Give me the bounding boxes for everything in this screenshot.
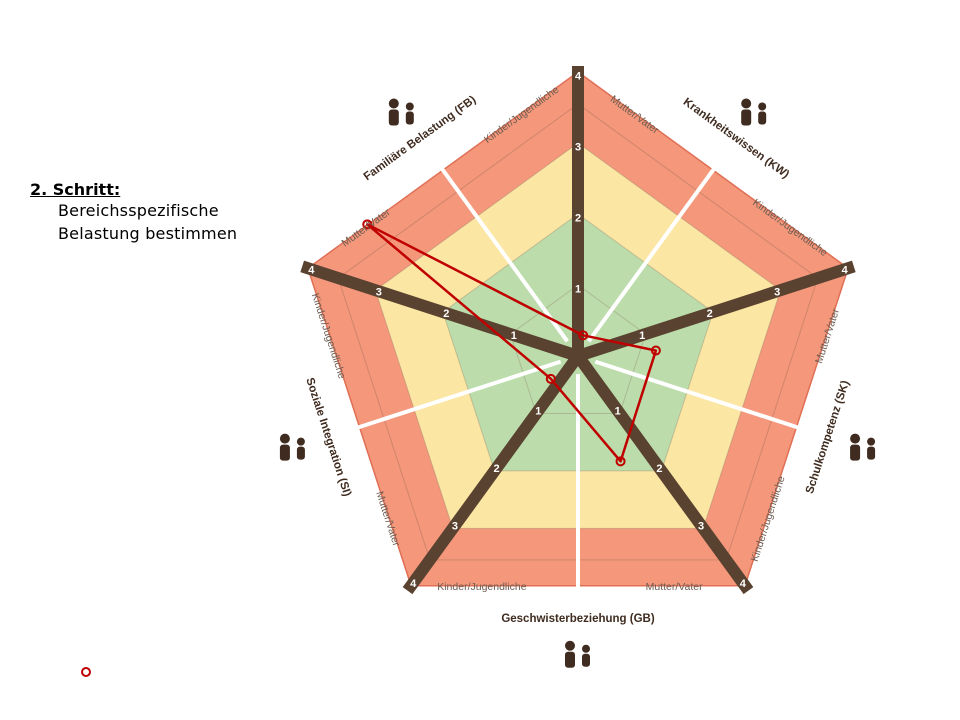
tick-GB-4: 4 [740, 578, 747, 590]
divider-4 [440, 168, 569, 343]
tick-KW-4: 4 [575, 71, 582, 83]
series-point-GB-M [615, 456, 626, 467]
tick-FB-1: 1 [511, 330, 517, 342]
radar-icons [279, 98, 876, 668]
step-instructions: 2. Schritt: Bereichsspezifische Belastun… [30, 180, 237, 245]
spoke-GB [573, 352, 754, 595]
spoke-SK [576, 260, 856, 362]
tick-FB-3: 3 [376, 286, 382, 298]
domain-label-SI: Soziale Integration (SI) [303, 376, 353, 498]
tick-SI-4: 4 [410, 578, 417, 590]
tick-GB-1: 1 [615, 406, 621, 418]
social-group-icon [279, 433, 305, 461]
series-point-FB-M [362, 219, 373, 230]
tick-FB-2: 2 [443, 308, 449, 320]
series-line-0 [366, 223, 658, 463]
tick-KW-0: 0 [575, 316, 581, 328]
radar-series [362, 219, 661, 467]
radar-spokes [300, 66, 856, 595]
siblings-icon [565, 640, 590, 668]
reading-person-icon [741, 98, 767, 126]
step-line-2: Belastung bestimmen [58, 224, 238, 243]
step-line-1: Bereichsspezifische [58, 201, 219, 220]
divider-3 [357, 359, 562, 430]
tick-FB-4: 4 [308, 264, 315, 276]
tick-GB-3: 3 [698, 520, 704, 532]
tick-SK-4: 4 [842, 264, 849, 276]
family-icon [388, 98, 414, 126]
tick-GB-0: 0 [596, 380, 602, 392]
tick-SK-0: 0 [609, 340, 615, 352]
domain-label-GB: Geschwisterbeziehung (GB) [501, 613, 655, 625]
tick-KW-1: 1 [575, 284, 581, 296]
tick-SK-2: 2 [707, 308, 713, 320]
tick-KW-2: 2 [575, 213, 581, 225]
spoke-SI [402, 352, 583, 595]
tick-GB-2: 2 [656, 463, 662, 475]
divider-1 [594, 359, 799, 430]
tick-KW-3: 3 [575, 142, 581, 154]
student-desk-icon [850, 433, 876, 461]
tick-SI-3: 3 [452, 520, 458, 532]
divider-0 [587, 168, 716, 343]
domain-label-SK: Schulkompetenz (SK) [804, 379, 852, 495]
sublabel-child-2: Kinder/Jugendliche [437, 581, 526, 593]
step-title: 2. Schritt: [30, 180, 121, 199]
tick-SK-3: 3 [774, 286, 780, 298]
sublabel-parent-2: Mutter/Vater [646, 581, 703, 593]
tick-SK-1: 1 [639, 330, 645, 342]
tick-FB-0: 0 [541, 340, 547, 352]
radar-dividers [357, 168, 799, 587]
tick-SI-2: 2 [494, 463, 500, 475]
tick-SI-1: 1 [535, 406, 541, 418]
series-point-SK-M [650, 345, 661, 356]
series-point-KW-M [578, 330, 589, 341]
standalone-marker [81, 667, 91, 677]
spoke-FB [300, 260, 580, 362]
series-point-SI-M [545, 373, 556, 384]
